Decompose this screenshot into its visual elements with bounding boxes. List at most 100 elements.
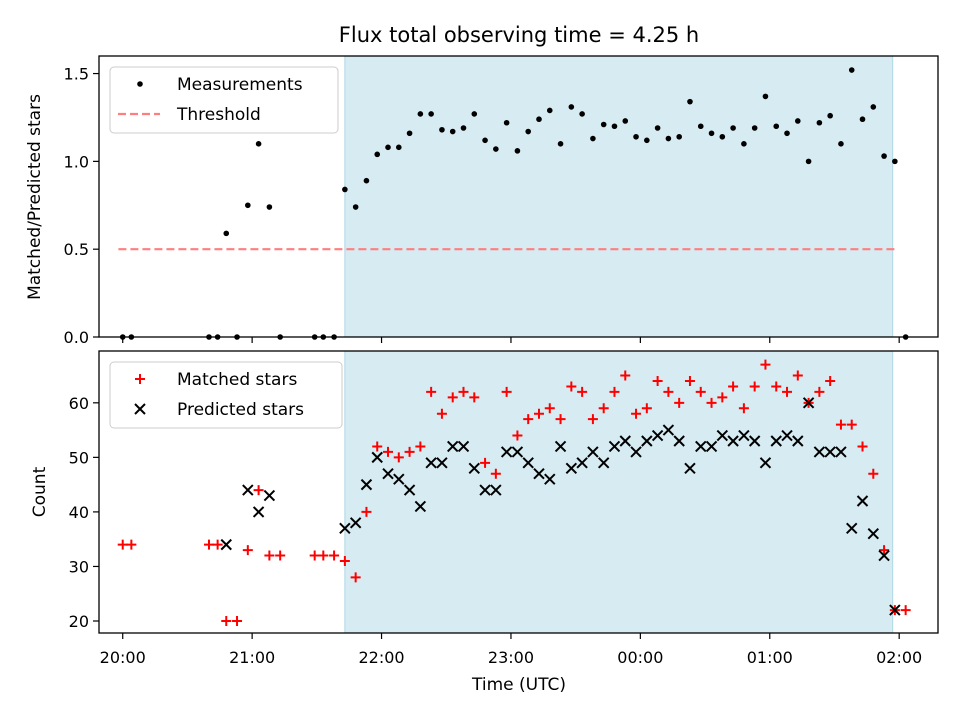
data-point [770, 435, 782, 447]
data-point [771, 381, 782, 392]
data-point [674, 397, 685, 408]
data-point [782, 386, 793, 397]
data-point [393, 452, 404, 463]
data-point [501, 386, 512, 397]
data-point [631, 408, 642, 419]
data-point [792, 435, 804, 447]
data-point [600, 121, 607, 128]
data-point [579, 111, 585, 117]
data-point [687, 98, 693, 105]
data-point [684, 462, 696, 474]
data-point [838, 141, 844, 147]
data-point [393, 473, 405, 485]
data-point [706, 397, 717, 408]
data-point [252, 506, 265, 518]
series-predicted-stars [220, 397, 901, 616]
data-point [500, 446, 513, 458]
data-point [673, 435, 685, 447]
data-point [318, 550, 329, 561]
data-point [663, 386, 674, 397]
data-point [749, 381, 760, 392]
data-point [881, 153, 887, 159]
data-point [544, 473, 556, 485]
data-point [654, 125, 661, 131]
data-point [126, 539, 137, 550]
data-point [652, 376, 663, 386]
y-tick-label: 1.5 [64, 65, 89, 84]
data-point [848, 67, 855, 73]
data-point [792, 370, 803, 381]
data-point [447, 392, 458, 403]
data-point [264, 550, 275, 561]
data-point [816, 119, 823, 126]
data-point [449, 128, 456, 135]
data-point [117, 539, 128, 550]
data-point [395, 144, 402, 151]
data-point [846, 522, 858, 534]
series-measurements [119, 67, 909, 340]
data-point [555, 414, 566, 425]
data-point [741, 141, 747, 147]
data-point [349, 517, 362, 529]
data-point [620, 370, 631, 381]
data-point [662, 424, 675, 436]
data-point [514, 148, 521, 154]
data-point [748, 435, 761, 447]
data-point [263, 489, 276, 502]
chart-title: Flux total observing time = 4.25 h [339, 23, 699, 47]
x-tick-label: 00:00 [617, 648, 663, 667]
data-point [374, 151, 381, 158]
data-point [417, 111, 424, 117]
series-matched-stars [117, 359, 911, 626]
data-point [641, 403, 652, 414]
data-point [727, 435, 739, 447]
data-point [717, 392, 728, 403]
data-point [587, 414, 598, 425]
data-point [490, 468, 501, 479]
y-tick-label: 0.0 [64, 328, 89, 347]
data-point [503, 119, 510, 126]
data-point [835, 446, 847, 458]
data-point [460, 125, 467, 131]
data-point [212, 539, 223, 550]
data-point [805, 158, 812, 165]
axes-frame [98, 350, 939, 634]
data-point [630, 446, 642, 458]
data-point [760, 359, 771, 370]
legend-box [109, 361, 343, 429]
top-panel: 0.0 0.5 1.0 1.5 Measurements Threshold [64, 55, 939, 347]
data-point [220, 538, 232, 551]
data-point [900, 605, 911, 616]
data-point [533, 468, 545, 480]
data-point [622, 118, 629, 124]
data-point [352, 204, 359, 210]
data-point [751, 125, 758, 131]
data-point [773, 123, 780, 130]
data-point [708, 130, 715, 137]
data-point [597, 457, 610, 469]
data-point [266, 204, 273, 210]
data-point [436, 408, 447, 419]
data-point [695, 386, 706, 397]
data-point [846, 419, 857, 430]
y-tick-label: 30 [69, 557, 89, 576]
y-tick-label: 60 [69, 394, 89, 413]
data-point [329, 550, 340, 561]
y-tick-label: 50 [69, 448, 89, 467]
data-point [342, 186, 348, 193]
x-tick-label: 02:00 [876, 648, 922, 667]
data-point [759, 457, 772, 469]
data-point [385, 144, 391, 151]
data-point [590, 135, 596, 142]
data-point [414, 500, 427, 513]
data-point [512, 430, 523, 441]
data-point [223, 230, 230, 237]
bottom-panel: 20 30 40 50 60 20:00 21:00 22:00 23:00 00:00 01:00… [69, 350, 939, 667]
legend-box [109, 66, 339, 134]
data-point [425, 457, 437, 469]
legend-marker [137, 81, 143, 87]
data-point [457, 440, 470, 453]
legend-marker [135, 374, 145, 384]
data-point [705, 440, 718, 453]
data-point [587, 446, 599, 458]
